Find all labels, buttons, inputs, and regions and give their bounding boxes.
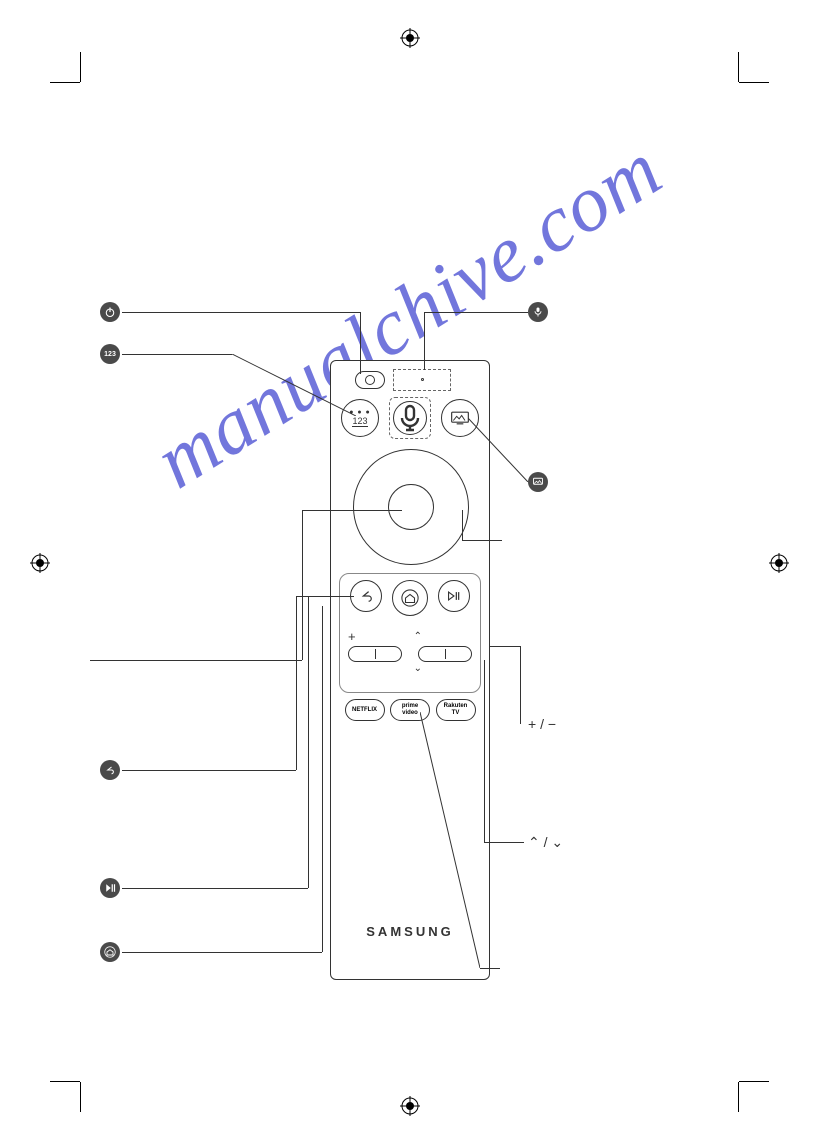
ambient-icon-bullet <box>528 472 548 492</box>
crop-mark <box>80 1082 81 1112</box>
channel-label: ⌃ / ⌄ <box>528 834 563 851</box>
leader-line <box>296 596 297 770</box>
leader-line <box>420 712 480 968</box>
volume-rocker[interactable] <box>348 646 402 662</box>
vol-plus-label: + <box>348 629 356 644</box>
leader-line <box>122 888 308 889</box>
registration-mark <box>769 553 789 573</box>
play-pause-icon <box>447 590 461 602</box>
home-icon-bullet <box>100 942 120 962</box>
back-icon-bullet <box>100 760 120 780</box>
leader-line <box>468 418 528 482</box>
crop-mark <box>739 1081 769 1082</box>
leader-line <box>122 952 322 953</box>
ch-up-label: ⌃ <box>414 631 422 642</box>
channel-rocker[interactable] <box>418 646 472 662</box>
mic-icon <box>394 402 426 434</box>
play-pause-icon-bullet <box>100 878 120 898</box>
voice-button-frame <box>389 397 431 439</box>
leader-line <box>480 968 500 969</box>
crop-mark <box>738 52 739 82</box>
home-button[interactable] <box>392 580 428 616</box>
power-icon-bullet <box>100 302 120 322</box>
leader-line <box>122 312 360 313</box>
leader-line <box>520 646 521 724</box>
leader-line <box>296 596 354 597</box>
leader-line <box>302 510 402 511</box>
crop-mark <box>738 1082 739 1112</box>
digits-123: 123 <box>352 416 367 427</box>
registration-mark <box>400 28 420 48</box>
leader-line <box>424 312 425 370</box>
leader-line <box>90 660 302 661</box>
mid-panel: + ⌃ ⌄ <box>339 573 481 693</box>
back-icon <box>359 589 373 603</box>
leader-line <box>424 312 528 313</box>
play-pause-button[interactable] <box>438 580 470 612</box>
mic-icon-bullet <box>528 302 548 322</box>
home-icon <box>401 589 419 607</box>
bullet-123-text: 123 <box>104 351 116 358</box>
ch-down-label: ⌄ <box>414 663 422 674</box>
leader-line <box>490 646 520 647</box>
leader-line <box>122 354 232 355</box>
direction-pad[interactable] <box>353 449 469 565</box>
crop-mark <box>50 1081 80 1082</box>
leader-line <box>302 510 303 660</box>
leader-line <box>462 510 463 540</box>
leader-line <box>462 540 502 541</box>
leader-line <box>484 842 524 843</box>
volume-label: + / − <box>528 716 556 732</box>
number-icon-bullet: 123 <box>100 344 120 364</box>
voice-button[interactable] <box>393 401 427 435</box>
leader-line <box>308 596 309 888</box>
leader-line <box>232 354 356 416</box>
crop-mark <box>739 82 769 83</box>
registration-mark <box>400 1096 420 1116</box>
registration-mark <box>30 553 50 573</box>
back-button[interactable] <box>350 580 382 612</box>
crop-mark <box>50 82 80 83</box>
leader-line <box>122 770 296 771</box>
netflix-button[interactable]: NETFLIX <box>345 699 385 721</box>
ambient-icon <box>450 410 470 426</box>
leader-line <box>322 606 323 952</box>
crop-mark <box>80 52 81 82</box>
mic-hole <box>421 378 424 381</box>
leader-line <box>484 660 485 842</box>
leader-line <box>360 312 361 374</box>
